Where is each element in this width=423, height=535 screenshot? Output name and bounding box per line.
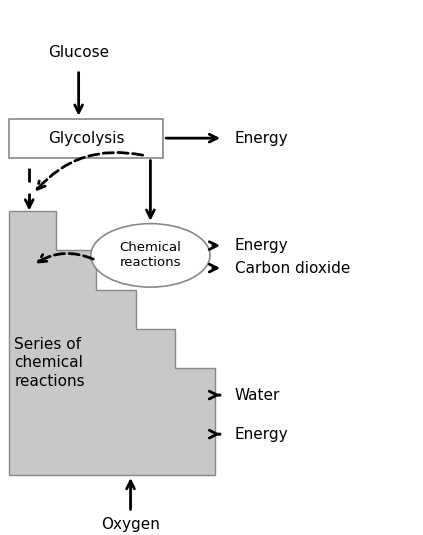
Text: Glycolysis: Glycolysis: [48, 131, 125, 146]
Text: Oxygen: Oxygen: [101, 517, 160, 532]
FancyBboxPatch shape: [9, 119, 163, 158]
Text: Energy: Energy: [235, 426, 288, 441]
Text: Glucose: Glucose: [48, 45, 109, 60]
Text: Chemical
reactions: Chemical reactions: [119, 241, 181, 269]
Text: Water: Water: [235, 387, 280, 402]
Ellipse shape: [91, 224, 210, 287]
Text: Carbon dioxide: Carbon dioxide: [235, 261, 350, 276]
Text: Series of
chemical
reactions: Series of chemical reactions: [14, 337, 85, 389]
Text: Energy: Energy: [235, 238, 288, 253]
Text: Energy: Energy: [235, 131, 288, 146]
Polygon shape: [9, 211, 215, 475]
